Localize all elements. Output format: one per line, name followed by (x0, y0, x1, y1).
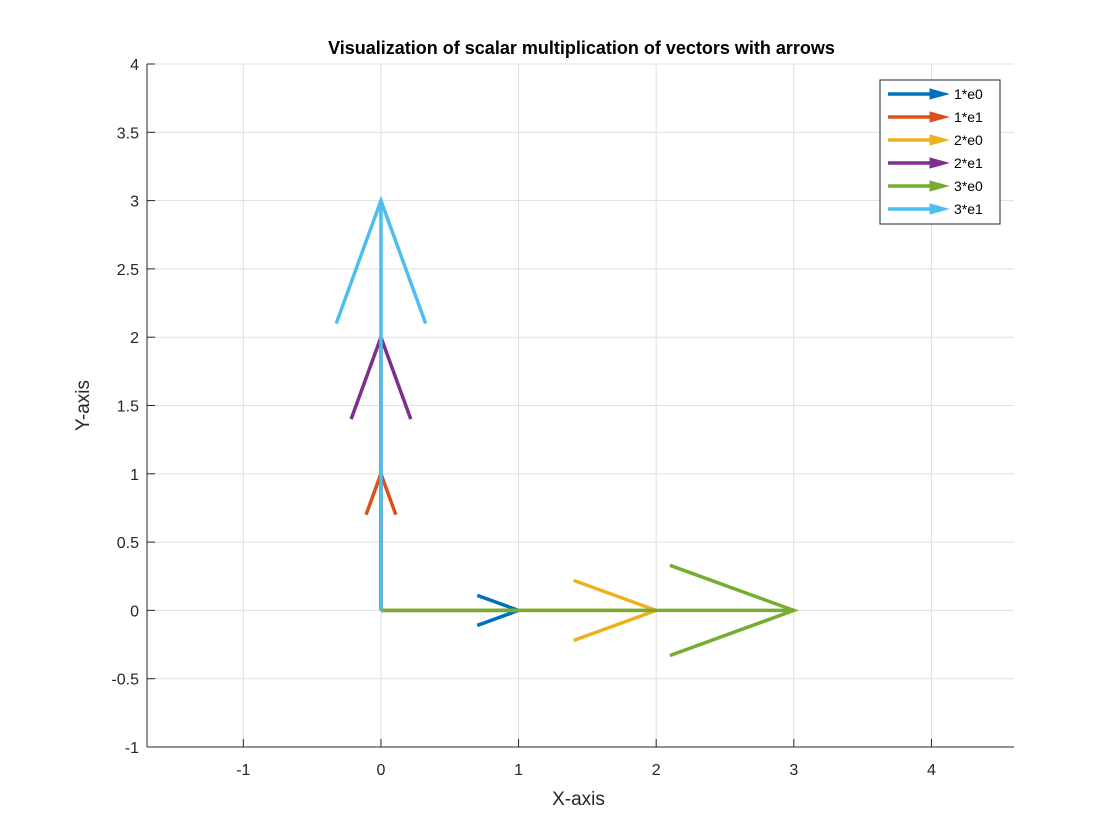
vector-arrows (334, 195, 799, 658)
legend-label: 1*e1 (954, 109, 983, 125)
y-tick-label: 4 (130, 57, 139, 74)
x-tick-label: 3 (789, 762, 798, 779)
legend-swatch-head (929, 111, 950, 123)
tick-marks (147, 63, 932, 748)
x-tick-label: 4 (927, 762, 936, 779)
legend-swatch-head (929, 134, 950, 146)
x-tick-label: 0 (376, 762, 385, 779)
legend-label: 1*e0 (954, 86, 983, 102)
legend-entry: 1*e0 (888, 86, 983, 102)
y-tick-label: 1.5 (117, 399, 139, 416)
legend-swatch-head (929, 157, 950, 169)
legend-entry: 1*e1 (888, 109, 983, 125)
legend-swatch-head (929, 180, 950, 192)
legend-swatch-head (929, 88, 950, 100)
vector-arrowhead (334, 195, 428, 325)
y-tick-label: -1 (125, 740, 139, 757)
legend-entry: 2*e1 (888, 155, 983, 171)
y-axis-title: Y-axis (73, 380, 94, 431)
x-tick-label: -1 (236, 762, 250, 779)
y-tick-label: 2.5 (117, 262, 139, 279)
x-tick-label: 2 (652, 762, 661, 779)
legend-label: 3*e1 (954, 201, 983, 217)
vector-arrowhead (669, 563, 799, 658)
vector-arrow-3*e1 (334, 195, 428, 611)
vector-arrow-3*e0 (380, 563, 799, 658)
legend: 1*e0 1*e1 2*e0 2*e1 3*e0 3*e1 (879, 79, 1001, 225)
y-tick-label: -0.5 (111, 672, 139, 689)
legend-entry: 3*e0 (888, 178, 983, 194)
y-tick-label: 0.5 (117, 535, 139, 552)
chart-title: Visualization of scalar multiplication o… (328, 38, 835, 58)
legend-label: 2*e1 (954, 155, 983, 171)
y-tick-label: 1 (130, 467, 139, 484)
legend-swatch-head (929, 203, 950, 215)
x-tick-label: 1 (514, 762, 523, 779)
legend-entry: 2*e0 (888, 132, 983, 148)
y-tick-label: 2 (130, 330, 139, 347)
legend-label: 3*e0 (954, 178, 983, 194)
y-tick-label: 3.5 (117, 125, 139, 142)
legend-entry: 3*e1 (888, 201, 983, 217)
y-tick-label: 0 (130, 603, 139, 620)
x-axis-title: X-axis (552, 789, 605, 810)
y-tick-label: 3 (130, 194, 139, 211)
tick-labels: -1 0 1 2 3 4 -1 -0.5 0 0.5 1 1.5 2 2.5 3 3.5 4 (111, 57, 936, 779)
legend-label: 2*e0 (954, 132, 983, 148)
legend-box (879, 79, 1001, 225)
